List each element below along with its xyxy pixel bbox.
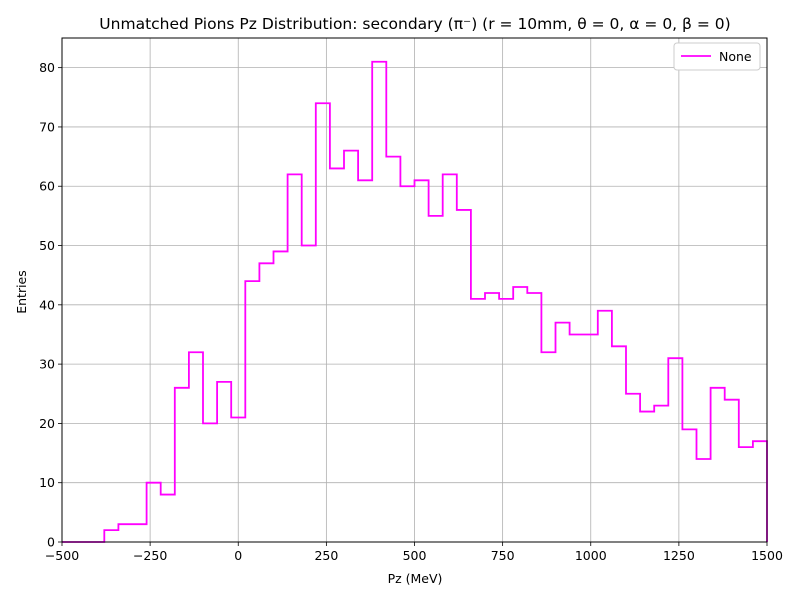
legend: None xyxy=(673,42,761,71)
x-tick-label: 500 xyxy=(403,548,427,563)
y-axis-ticks: 0 10 20 30 40 50 60 70 80 xyxy=(39,60,62,550)
x-axis-ticks: −500 −250 0 250 500 750 1000 1250 1500 xyxy=(45,542,783,563)
y-tick-label: 50 xyxy=(39,238,55,253)
x-tick-label: 1250 xyxy=(663,548,695,563)
x-tick-label: 750 xyxy=(491,548,515,563)
legend-entry-label: None xyxy=(719,49,752,64)
y-tick-label: 70 xyxy=(39,119,55,134)
x-tick-label: −500 xyxy=(45,548,79,563)
grid-lines xyxy=(61,38,768,543)
y-tick-label: 20 xyxy=(39,416,55,431)
x-tick-label: 1000 xyxy=(575,548,607,563)
x-tick-label: 1500 xyxy=(751,548,783,563)
legend-box xyxy=(673,42,761,71)
y-tick-label: 10 xyxy=(39,475,55,490)
x-tick-label: 0 xyxy=(234,548,242,563)
y-tick-label: 0 xyxy=(47,535,55,550)
y-tick-label: 40 xyxy=(39,297,55,312)
x-tick-label: 250 xyxy=(314,548,338,563)
histogram-step-line xyxy=(62,60,768,543)
x-tick-label: −250 xyxy=(133,548,167,563)
x-axis-label: Pz (MeV) xyxy=(388,571,443,586)
y-axis-label: Entries xyxy=(14,270,29,314)
y-tick-label: 80 xyxy=(39,60,55,75)
y-tick-label: 60 xyxy=(39,179,55,194)
histogram-series xyxy=(62,60,768,543)
y-tick-label: 30 xyxy=(39,357,55,372)
chart-title: Unmatched Pions Pz Distribution: seconda… xyxy=(99,15,730,33)
